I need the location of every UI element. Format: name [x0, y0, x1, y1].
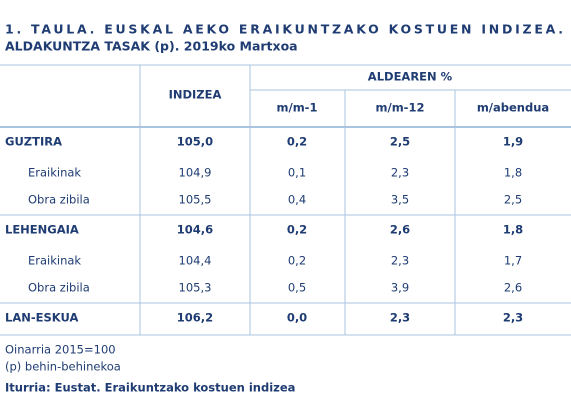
cell: 104,4: [179, 254, 212, 268]
row-label: Eraikinak: [28, 254, 81, 268]
row-label: LEHENGAIA: [5, 223, 79, 237]
row-label: LAN-ESKUA: [5, 311, 78, 325]
header: ALDEAREN %: [368, 70, 453, 84]
cell: 3,9: [391, 281, 409, 295]
row-label: Eraikinak: [28, 166, 81, 180]
cell: 106,2: [177, 311, 213, 325]
cell: 104,9: [179, 166, 212, 180]
cell: 0,1: [288, 166, 306, 180]
cell: 105,5: [179, 193, 212, 207]
title: 1. TAULA. EUSKAL AEKO ERAIKUNTZAKO KOSTU…: [5, 22, 563, 37]
cell: 104,6: [177, 223, 213, 237]
note: (p) behin-behinekoa: [5, 360, 121, 374]
cell: 0,5: [288, 281, 306, 295]
cell: 0,4: [288, 193, 306, 207]
note: Oinarria 2015=100: [5, 343, 116, 357]
header: INDIZEA: [169, 88, 222, 102]
row-label: GUZTIRA: [5, 135, 62, 149]
cell: 0,2: [287, 223, 307, 237]
cell: 3,5: [391, 193, 409, 207]
cell: 2,5: [390, 135, 410, 149]
row-label: Obra zibila: [28, 193, 90, 207]
cell: 0,2: [288, 254, 306, 268]
cell: 1,9: [503, 135, 523, 149]
cell: 105,0: [177, 135, 213, 149]
cell: 1,7: [504, 254, 522, 268]
source: Iturria: Eustat. Eraikuntzako kostuen in…: [5, 381, 295, 395]
cell: 2,3: [390, 311, 410, 325]
header: m/m-1: [277, 101, 318, 115]
header: m/abendua: [477, 101, 549, 115]
cell: 105,3: [179, 281, 212, 295]
cell: 0,0: [287, 311, 307, 325]
cell: 1,8: [504, 166, 522, 180]
cell: 2,3: [503, 311, 523, 325]
header: m/m-12: [376, 101, 425, 115]
cell: 0,2: [287, 135, 307, 149]
cell: 2,6: [504, 281, 522, 295]
title: ALDAKUNTZA TASAK (p). 2019ko Martxoa: [5, 39, 298, 54]
cell: 2,6: [390, 223, 410, 237]
cell: 2,5: [504, 193, 522, 207]
row-label: Obra zibila: [28, 281, 90, 295]
cell: 2,3: [391, 254, 409, 268]
cell: 1,8: [503, 223, 523, 237]
cell: 2,3: [391, 166, 409, 180]
